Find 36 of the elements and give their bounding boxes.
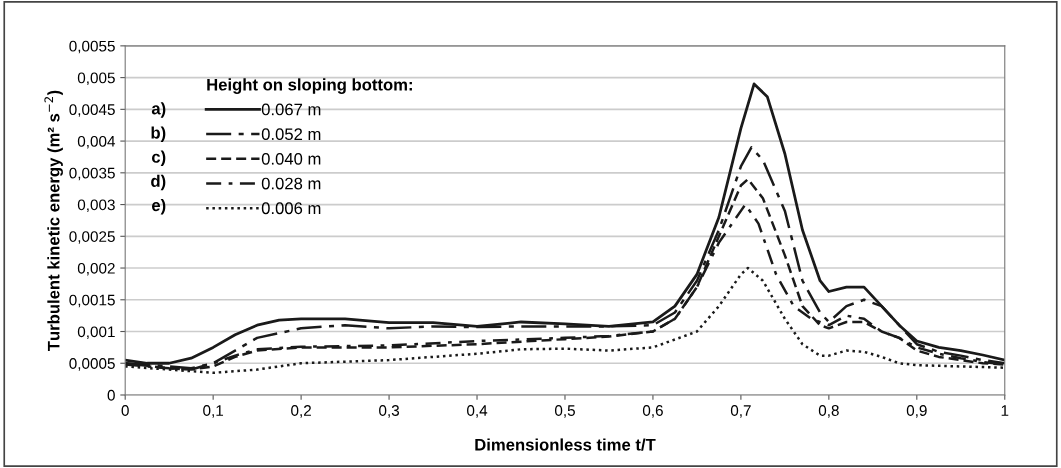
y-tick-label: 0,005 xyxy=(77,72,115,86)
y-tick-label: 0,0055 xyxy=(69,40,115,54)
legend-label: 0.028 m xyxy=(261,177,321,190)
y-tick-label: 0,0005 xyxy=(69,358,115,371)
x-tick-label: 0,7 xyxy=(730,405,751,418)
x-tick-label: 0,1 xyxy=(203,405,224,418)
annotation: e) xyxy=(152,198,166,215)
x-tick-label: 1 xyxy=(1001,405,1009,416)
legend-label: 0.006 m xyxy=(261,202,321,215)
x-tick-label: 0,4 xyxy=(467,405,488,418)
y-tick-label: 0 xyxy=(107,389,115,401)
x-tick-label: 0,8 xyxy=(818,405,839,418)
legend-title: Height on sloping bottom: xyxy=(207,78,412,94)
x-tick-label: 0 xyxy=(121,405,129,416)
x-tick-label: 0,5 xyxy=(554,405,575,418)
y-tick-label: 0,003 xyxy=(77,199,115,213)
y-tick-label: 0,0015 xyxy=(69,294,115,308)
legend-label: 0.052 m xyxy=(261,128,321,141)
y-tick-label: 0,0035 xyxy=(69,167,115,181)
annotation: a) xyxy=(151,102,166,118)
y-tick-label: 0,001 xyxy=(77,326,115,340)
legend-label: 0.040 m xyxy=(261,152,321,165)
y-tick-label: 0,0025 xyxy=(69,231,115,244)
y-tick-label: 0,0045 xyxy=(69,104,115,117)
x-tick-label: 0,6 xyxy=(642,405,663,418)
annotation: d) xyxy=(151,174,166,191)
legend-label: 0.067 m xyxy=(261,103,321,116)
x-axis-title: Dimensionless time t/T xyxy=(475,438,656,451)
annotation: b) xyxy=(151,126,166,142)
y-tick-label: 0,004 xyxy=(77,135,116,149)
x-tick-label: 0,3 xyxy=(379,405,400,418)
x-tick-label: 0,2 xyxy=(291,405,311,418)
x-tick-label: 0,9 xyxy=(906,405,927,418)
y-axis-title: Turbulent kinetic energy (m² s$^{−2}$) xyxy=(44,90,63,351)
y-tick-label: 0,002 xyxy=(77,262,115,276)
annotation: c) xyxy=(152,150,166,167)
